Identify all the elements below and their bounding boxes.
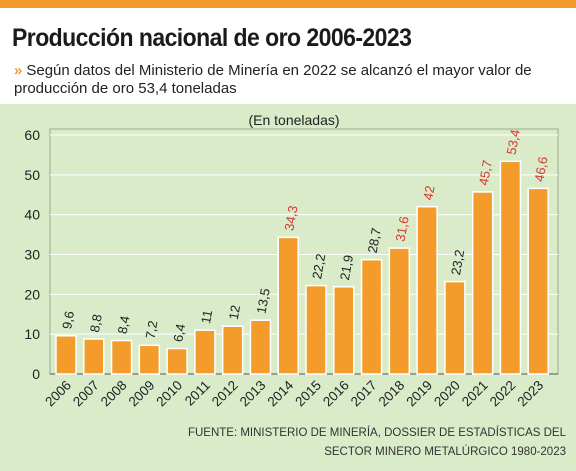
y-tick-label: 0 (32, 366, 40, 382)
y-tick-label: 30 (24, 247, 40, 263)
data-label-2011: 11 (198, 309, 215, 325)
source-line-1: FUENTE: MINISTERIO DE MINERÍA, DOSSIER D… (187, 427, 566, 439)
data-label-2007: 8,8 (87, 313, 105, 333)
bar-2009 (138, 344, 161, 375)
bar-2023 (527, 187, 549, 375)
x-tick-label-2018: 2018 (376, 378, 408, 410)
bar-2015 (305, 284, 327, 375)
x-tick-label-2014: 2014 (264, 377, 296, 409)
bar-2014 (277, 236, 299, 375)
data-label-2013: 13,5 (254, 287, 273, 315)
bar-2010 (166, 347, 188, 375)
x-tick-label-2023: 2023 (514, 378, 546, 410)
unit-label: (En toneladas) (248, 112, 339, 128)
data-label-2020: 23,2 (448, 249, 467, 277)
source-line-2: SECTOR MINERO METALÚRGICO 1980-2023 (324, 446, 566, 458)
bar-2012 (221, 325, 244, 375)
data-label-2021: 45,7 (476, 159, 495, 187)
x-tick-label-2019: 2019 (403, 378, 435, 410)
bar-2020 (444, 280, 466, 375)
bar-2008 (110, 339, 133, 375)
bar-2021 (471, 191, 494, 375)
x-tick-label-2013: 2013 (237, 378, 269, 410)
subtitle-text: Según datos del Ministerio de Minería en… (14, 62, 532, 97)
chart-title: Producción nacional de oro 2006-2023 (12, 24, 412, 52)
y-tick-label: 60 (24, 127, 40, 143)
x-tick-label-2016: 2016 (320, 378, 352, 410)
data-label-2010: 6,4 (170, 323, 188, 343)
x-tick-label-2021: 2021 (459, 378, 491, 410)
chart-panel: 0 10 20 30 40 50 60 (En toneladas) 9,6 2006 8,8 200… (0, 104, 576, 471)
subtitle-marker: » (14, 62, 23, 79)
x-tick-label-2010: 2010 (153, 378, 185, 410)
data-label-2009: 7,2 (143, 319, 161, 339)
source-note: FUENTE: MINISTERIO DE MINERÍA, DOSSIER D… (188, 424, 566, 462)
data-label-2014: 34,3 (281, 204, 300, 232)
x-tick-label-2015: 2015 (292, 378, 324, 410)
chart-subtitle: » Según datos del Ministerio de Minería e… (14, 62, 569, 98)
bar-2013 (249, 319, 272, 375)
x-tick-label-2007: 2007 (70, 378, 102, 410)
x-tick-label-2022: 2022 (487, 378, 519, 410)
x-tick-label-2012: 2012 (209, 378, 241, 410)
x-tick-label-2011: 2011 (182, 378, 213, 409)
data-label-2008: 8,4 (115, 315, 133, 335)
y-tick-label: 40 (24, 207, 40, 223)
top-accent-bar (0, 0, 576, 8)
y-tick-label: 50 (24, 167, 40, 183)
y-tick-label: 20 (24, 286, 40, 302)
data-label-2006: 9,6 (59, 310, 77, 330)
bar-chart: 0 10 20 30 40 50 60 (En toneladas) 9,6 2006 8,8 200… (24, 112, 559, 410)
bar-2007 (83, 338, 105, 375)
x-tick-label-2009: 2009 (126, 378, 158, 410)
data-label-2016: 21,9 (337, 254, 356, 282)
x-tick-label-2017: 2017 (348, 378, 380, 410)
data-label-2018: 31,6 (393, 215, 412, 243)
data-label-2017: 28,7 (365, 227, 384, 255)
bar-2018 (388, 247, 411, 375)
x-tick-label-2006: 2006 (42, 378, 74, 410)
data-label-2022: 53,4 (504, 128, 523, 156)
bar-2011 (194, 329, 216, 375)
x-tick-label-2008: 2008 (98, 378, 130, 410)
bar-2006 (55, 335, 77, 375)
data-label-2012: 12 (226, 304, 243, 321)
data-label-2015: 22,2 (309, 253, 328, 281)
bar-2022 (499, 160, 522, 375)
data-label-2023: 46,6 (531, 155, 550, 183)
bar-2017 (360, 258, 383, 375)
y-tick-label: 10 (24, 326, 40, 342)
bar-2019 (416, 205, 438, 375)
data-label-2019: 42 (420, 184, 437, 201)
x-tick-label-2020: 2020 (431, 378, 463, 410)
bar-2016 (333, 286, 355, 375)
